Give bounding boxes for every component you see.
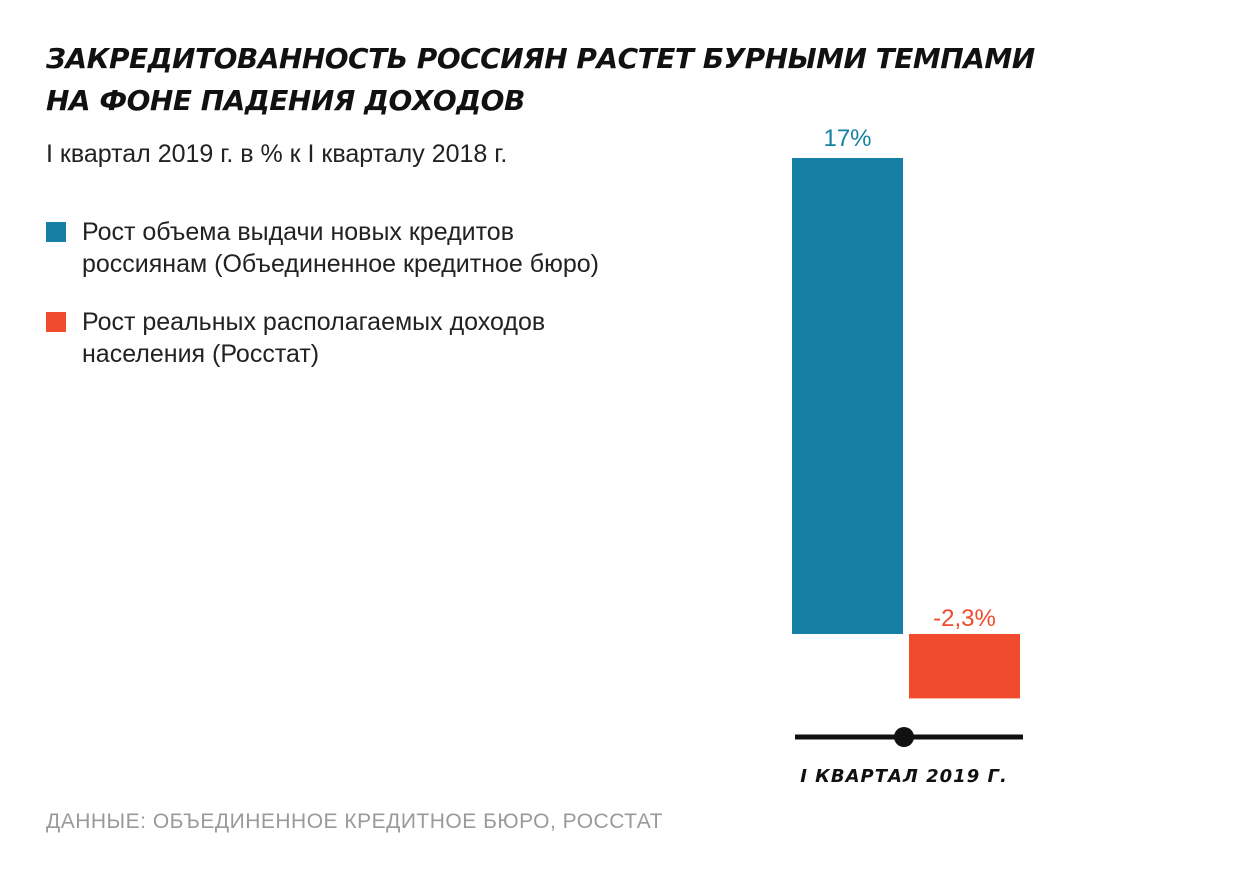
bar-income	[909, 634, 1020, 699]
x-axis-tick-marker	[894, 727, 914, 747]
data-label-credits: 17%	[823, 125, 871, 152]
legend-item-credits: Рост объема выдачи новых кредитов россия…	[46, 216, 722, 280]
legend: Рост объема выдачи новых кредитов россия…	[46, 216, 722, 396]
x-axis-tick-label: I КВАРТАЛ 2019 Г.	[800, 766, 1008, 787]
chart-title-line-1: ЗАКРЕДИТОВАННОСТЬ РОССИЯН РАСТЕТ БУРНЫМИ…	[46, 42, 1035, 75]
chart-subtitle: I квартал 2019 г. в % к I кварталу 2018 …	[46, 140, 508, 168]
bar-credits	[792, 158, 903, 634]
chart-title: ЗАКРЕДИТОВАННОСТЬ РОССИЯН РАСТЕТ БУРНЫМИ…	[46, 38, 1046, 122]
legend-swatch-income	[46, 312, 66, 332]
source-note: ДАННЫЕ: ОБЪЕДИНЕННОЕ КРЕДИТНОЕ БЮРО, РОС…	[46, 810, 663, 833]
legend-item-income: Рост реальных располагаемых доходов насе…	[46, 306, 722, 370]
legend-label-credits: Рост объема выдачи новых кредитов россия…	[82, 218, 599, 278]
legend-label-income: Рост реальных располагаемых доходов насе…	[82, 308, 546, 368]
legend-swatch-credits	[46, 222, 66, 242]
chart-title-line-2: НА ФОНЕ ПАДЕНИЯ ДОХОДОВ	[46, 84, 525, 117]
data-label-income: -2,3%	[933, 605, 996, 632]
